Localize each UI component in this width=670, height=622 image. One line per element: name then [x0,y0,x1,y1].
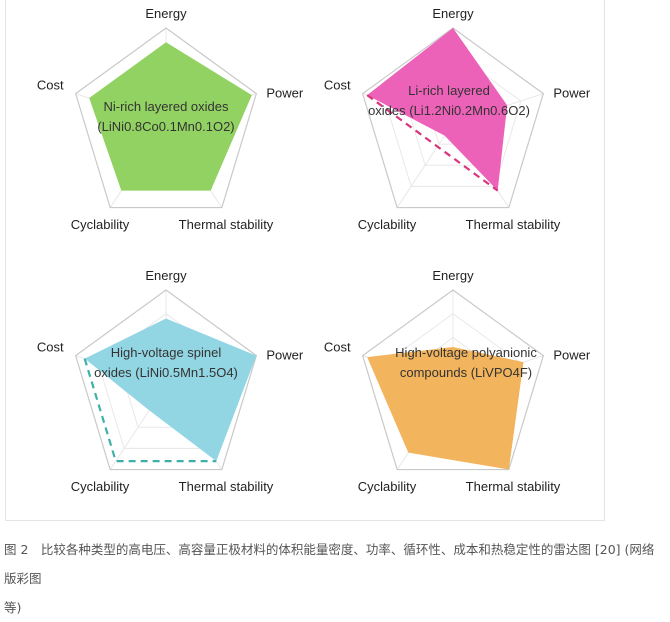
caption-line-1: 图 2 比较各种类型的高电压、高容量正极材料的体积能量密度、功率、循环性、成本和… [4,542,655,586]
axis-label-cost: Cost [324,340,351,355]
axis-label-power: Power [553,348,591,363]
figure-frame [5,0,605,521]
series-area [367,28,508,191]
radar-chart-1: Energy Power Thermal stability Cyclability C… [37,6,304,232]
material-label-line-1: High-voltage spinel [111,345,222,360]
radar-chart-4: Energy Power Thermal stability Cyclability C… [324,268,591,494]
outer-ring [361,289,545,471]
axis-label-power: Power [266,86,304,101]
axis-label-energy: Energy [145,268,187,283]
material-label-line-2: (LiNi0.8Co0.1Mn0.1O2) [97,119,234,134]
axis-label-cyclability: Cyclability [71,479,130,494]
outer-ring [361,27,545,209]
material-label-line-2: oxides (Li1.2Ni0.2Mn0.6O2) [368,103,530,118]
dashed-series-line [366,94,499,192]
series-area [89,42,252,191]
radar-figure: Energy Power Thermal stability Cyclability C… [37,6,591,494]
caption-line-2: 等) [4,600,22,615]
axis-label-cyclability: Cyclability [358,479,417,494]
radar-chart-3: Energy Power Thermal stability Cyclability C… [37,268,304,494]
axis-label-cost: Cost [324,78,351,93]
dashed-series-line [83,358,217,463]
axis-label-thermal-stability: Thermal stability [179,479,274,494]
material-label-line-1: Li-rich layered [408,83,490,98]
figure-caption: 图 2 比较各种类型的高电压、高容量正极材料的体积能量密度、功率、循环性、成本和… [4,535,666,622]
axis-label-thermal-stability: Thermal stability [179,217,274,232]
axis-label-power: Power [553,86,591,101]
axis-label-thermal-stability: Thermal stability [466,479,561,494]
axis-spoke [396,122,454,208]
axis-label-thermal-stability: Thermal stability [466,217,561,232]
series-area [367,347,524,470]
material-label-line-2: oxides (LiNi0.5Mn1.5O4) [94,365,238,380]
axis-label-cost: Cost [37,340,64,355]
axis-label-cost: Cost [37,78,64,93]
radar-chart-2: Energy Power Thermal stability Cyclability C… [324,6,591,232]
series-area [84,318,257,462]
axis-label-energy: Energy [432,268,474,283]
outer-ring [74,289,258,471]
axis-label-cyclability: Cyclability [71,217,130,232]
material-label-line-1: High-voltage polyanionic [395,345,537,360]
axis-label-cyclability: Cyclability [358,217,417,232]
material-label-line-2: compounds (LiVPO4F) [400,365,532,380]
axis-label-energy: Energy [432,6,474,21]
axis-label-energy: Energy [145,6,187,21]
axis-label-power: Power [266,348,304,363]
material-label-line-1: Ni-rich layered oxides [104,99,229,114]
outer-ring [74,27,258,209]
